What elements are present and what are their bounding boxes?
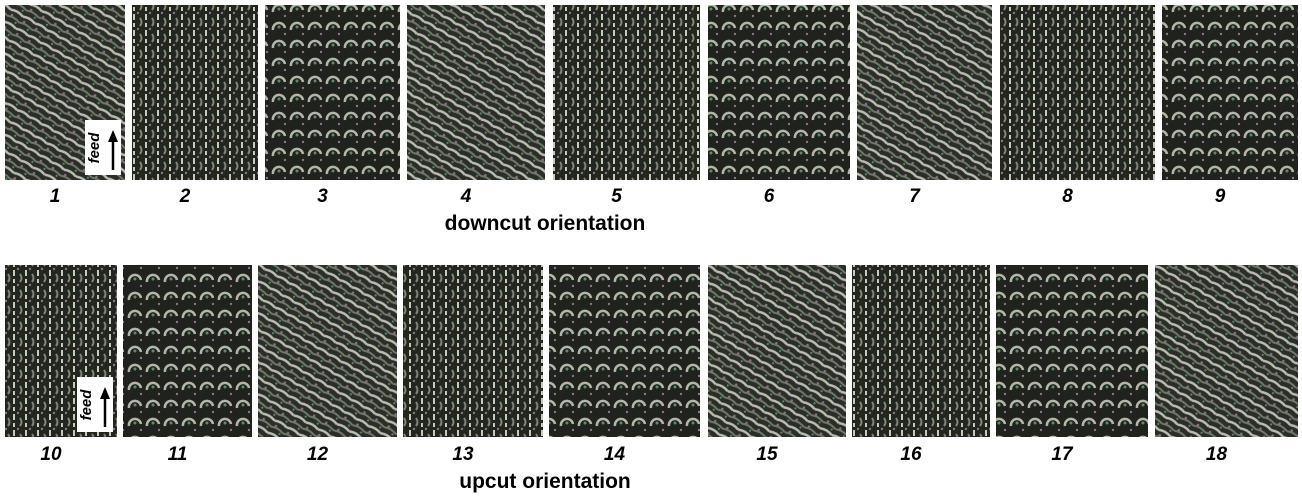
panel-number: 11	[168, 444, 188, 465]
texture-panel	[1000, 5, 1155, 180]
panel-number: 8	[1062, 186, 1073, 207]
panel-number: 18	[1206, 444, 1228, 465]
texture-panel	[258, 265, 397, 437]
panel-number: 12	[307, 444, 329, 465]
feed-arrow-head	[100, 387, 110, 399]
feed-label: feed	[86, 132, 103, 164]
texture-panel	[549, 265, 700, 437]
panel-number: 6	[764, 186, 775, 207]
feed-box	[85, 120, 121, 175]
texture-panel	[708, 5, 850, 180]
texture-panel	[1162, 5, 1298, 180]
feed-label: feed	[78, 389, 95, 421]
panel-number: 16	[900, 444, 922, 465]
texture-panel	[123, 265, 252, 437]
panel-number: 14	[604, 444, 626, 465]
panel-number: 3	[317, 186, 328, 207]
texture-panel	[1155, 265, 1298, 437]
panel-number: 7	[909, 186, 921, 207]
panel-number: 17	[1051, 444, 1074, 465]
texture-panel	[708, 265, 846, 437]
panel-number: 2	[179, 186, 191, 207]
texture-panel	[132, 5, 258, 180]
panel-number: 4	[460, 186, 472, 207]
texture-panel	[553, 5, 700, 180]
texture-panel	[403, 265, 543, 437]
texture-panel	[996, 265, 1148, 437]
panel-number: 13	[452, 444, 474, 465]
panel-number: 15	[756, 444, 778, 465]
panel-number: 10	[40, 444, 62, 465]
feed-box	[77, 377, 113, 432]
orientation-caption: upcut orientation	[459, 470, 631, 493]
texture-panel	[407, 5, 545, 180]
panel-number: 9	[1215, 186, 1226, 207]
orientation-caption: downcut orientation	[445, 212, 646, 235]
texture-panel	[265, 5, 400, 180]
panel-number: 1	[50, 186, 61, 207]
texture-panel	[857, 5, 992, 180]
panel-number: 5	[611, 186, 622, 207]
feed-arrow-head	[108, 130, 118, 142]
texture-panel	[852, 265, 990, 437]
